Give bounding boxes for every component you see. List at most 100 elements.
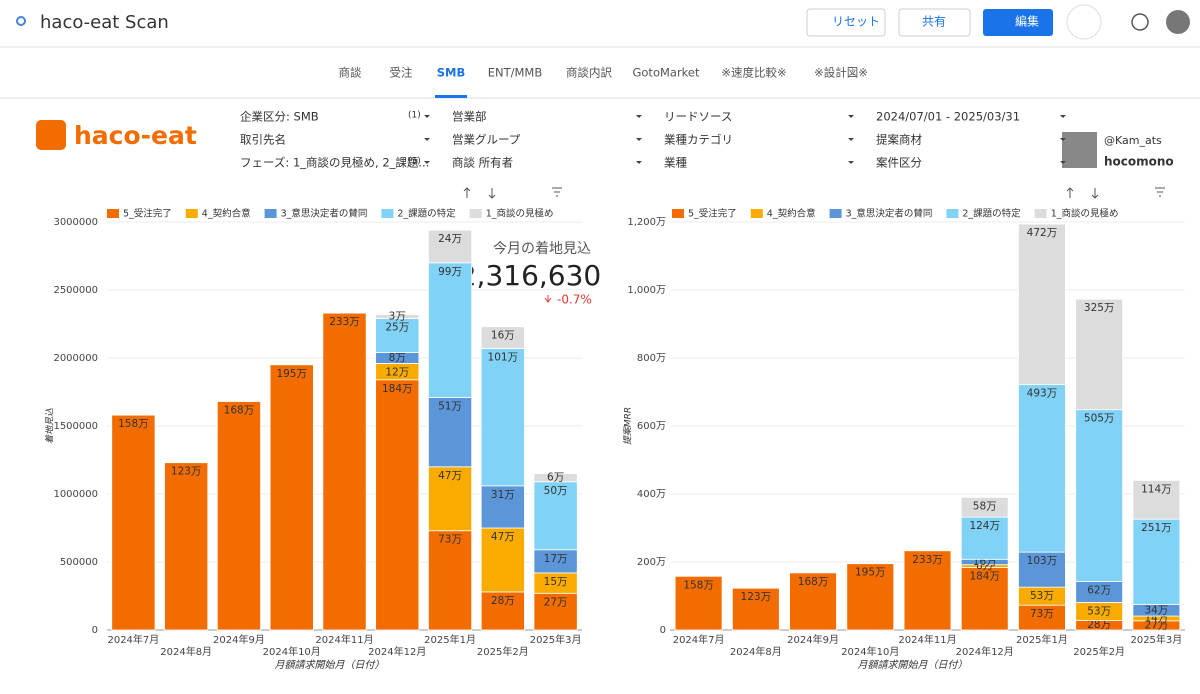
bar-segment <box>903 550 952 631</box>
filter-label[interactable]: 企業区分: SMB <box>240 110 319 124</box>
bar-segment <box>164 462 209 631</box>
tab[interactable]: SMB <box>437 66 466 80</box>
value-label: 158万 <box>118 418 149 430</box>
legend-swatch <box>469 209 482 218</box>
dropdown-arrow[interactable] <box>1060 115 1066 118</box>
filter-label[interactable]: 業種カテゴリ <box>664 133 733 147</box>
bar-segment <box>480 527 525 593</box>
tab[interactable]: 商談 <box>339 66 362 80</box>
menu-button[interactable] <box>1066 4 1102 40</box>
dropdown-arrow[interactable] <box>1060 138 1066 141</box>
dropdown-arrow[interactable] <box>848 138 854 141</box>
y-tick-label: 200万 <box>637 557 666 568</box>
tab[interactable]: 受注 <box>390 66 413 80</box>
kpi-change: -0.7% <box>557 293 592 307</box>
kpi-value: 2,316,630 <box>459 259 602 292</box>
share-label[interactable]: 共有 <box>922 15 946 29</box>
legend-swatch <box>946 209 959 218</box>
value-label: 184万 <box>382 383 413 395</box>
value-label: 34万 <box>1144 604 1168 616</box>
profile-handle: @Kam_ats <box>1104 134 1162 147</box>
tab-indicator <box>435 95 467 98</box>
filter-label[interactable]: 取引先名 <box>240 133 286 147</box>
x-tick-label: 2025年2月 <box>1073 645 1125 658</box>
filter-label[interactable]: 2024/07/01 - 2025/03/31 <box>876 110 1020 124</box>
x-tick-label: 2024年8月 <box>160 645 212 658</box>
value-label: 58万 <box>973 500 997 512</box>
x-tick-label: 2025年1月 <box>424 633 476 646</box>
value-label: 28万 <box>491 595 515 607</box>
legend-label: 2_課題の特定 <box>397 208 456 220</box>
dropdown-arrow[interactable] <box>1060 161 1066 164</box>
y-tick-label: 400万 <box>637 489 666 500</box>
tab[interactable]: ※速度比較※ <box>721 66 786 80</box>
bar-segment <box>1132 479 1181 520</box>
value-label: 123万 <box>171 466 202 478</box>
filter-label[interactable]: 案件区分 <box>876 156 922 170</box>
value-label: 73万 <box>1030 608 1054 620</box>
bar-segment <box>1018 551 1066 588</box>
filter-label[interactable]: 営業部 <box>452 110 487 124</box>
edit-button[interactable] <box>983 9 1053 36</box>
bar-segment <box>1075 298 1124 411</box>
y-tick-label: 2000000 <box>53 353 98 364</box>
avatar[interactable] <box>1166 10 1190 34</box>
tab[interactable]: ※設計図※ <box>814 66 868 80</box>
dropdown-arrow[interactable] <box>424 138 430 141</box>
value-label: 251万 <box>1141 522 1172 534</box>
bar-segment <box>428 229 473 264</box>
tab[interactable]: 商談内訳 <box>566 66 612 80</box>
bar-segment <box>1018 604 1066 631</box>
reset-label[interactable]: リセット <box>832 15 880 29</box>
dropdown-arrow[interactable] <box>636 161 642 164</box>
value-label: 8万 <box>389 352 406 364</box>
value-label: 233万 <box>912 554 943 566</box>
filter-label[interactable]: フェーズ: 1_商談の見極め, 2_課題... <box>240 156 429 170</box>
y-tick-label: 600万 <box>637 421 666 432</box>
value-label: 505万 <box>1084 413 1115 425</box>
logo: haco-eat <box>74 121 197 150</box>
filter-label[interactable]: 業種 <box>664 156 687 170</box>
profile-photo <box>1062 132 1097 168</box>
dropdown-arrow[interactable] <box>848 115 854 118</box>
x-tick-label: 2024年12月 <box>956 645 1014 658</box>
reset-button[interactable] <box>806 8 886 37</box>
filter-label[interactable]: リードソース <box>664 110 732 124</box>
bar-segment <box>674 575 723 631</box>
filter-label[interactable]: 商談 所有者 <box>452 156 513 170</box>
tab[interactable]: GotoMarket <box>632 66 700 80</box>
share-button[interactable] <box>898 8 971 37</box>
x-tick-label: 2024年10月 <box>841 645 899 658</box>
bar-segment <box>480 348 525 487</box>
bar-segment <box>428 262 473 398</box>
value-label: 99万 <box>438 266 462 278</box>
value-label: 168万 <box>224 405 255 417</box>
y-axis-title: 着地見込 <box>45 408 56 444</box>
dropdown-arrow[interactable] <box>636 115 642 118</box>
y-tick-label: 2500000 <box>53 285 98 296</box>
tab[interactable]: ENT/MMB <box>488 66 543 80</box>
dropdown-arrow[interactable] <box>424 161 430 164</box>
legend-swatch <box>107 209 119 218</box>
filter-label[interactable]: 営業グループ <box>452 133 521 147</box>
legend-swatch <box>750 209 763 218</box>
edit-label[interactable]: 編集 <box>1015 14 1039 29</box>
help-button[interactable] <box>1131 13 1149 31</box>
legend-label: 4_契約合意 <box>202 208 251 220</box>
bar-segment <box>375 318 420 353</box>
filter-label[interactable]: 提案商材 <box>876 133 922 147</box>
y-tick-label: 1500000 <box>53 421 98 432</box>
value-label: 184万 <box>969 570 1000 582</box>
toolbar-icons[interactable] <box>463 187 562 199</box>
value-label: 158万 <box>683 579 714 591</box>
down-arrow <box>544 295 552 303</box>
legend-swatch <box>185 209 198 218</box>
value-label: 12万 <box>385 366 409 378</box>
dropdown-arrow[interactable] <box>424 115 430 118</box>
dropdown-arrow[interactable] <box>848 161 854 164</box>
toolbar-icons[interactable] <box>1066 187 1165 199</box>
dropdown-arrow[interactable] <box>636 138 642 141</box>
value-label: 195万 <box>855 567 886 579</box>
x-tick-label: 2024年12月 <box>368 645 426 658</box>
y-tick-label: 800万 <box>637 353 666 364</box>
